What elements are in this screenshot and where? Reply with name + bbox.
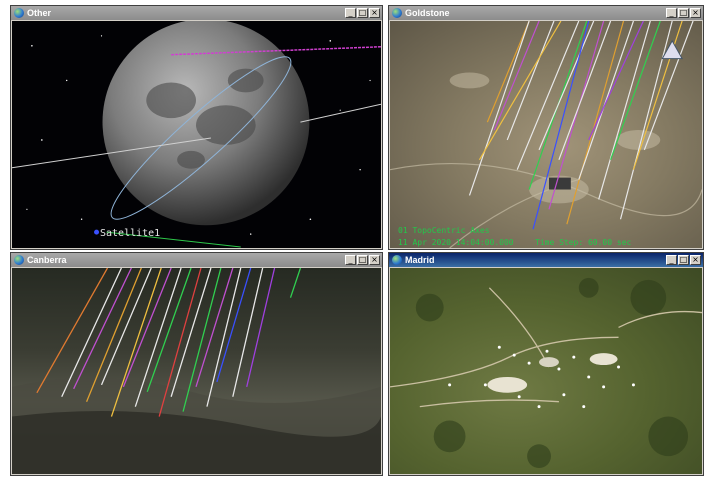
minimize-button[interactable]: _ (666, 255, 677, 265)
satellite-label: Satellite1 (100, 228, 161, 239)
close-button[interactable]: × (690, 255, 701, 265)
maximize-button[interactable]: □ (357, 8, 368, 18)
viewport-goldstone[interactable]: 01 TopoCentric Axes 11 Apr 2020 14:04:00… (390, 21, 702, 248)
satellite-marker[interactable] (94, 229, 100, 235)
viewport-canberra[interactable] (12, 268, 381, 474)
scenario-datetime: 11 Apr 2020 14:04:00.000 (398, 238, 514, 247)
globe-icon (14, 255, 24, 265)
window-title: Canberra (27, 255, 67, 265)
maximize-button[interactable]: □ (357, 255, 368, 265)
window-canberra: Canberra _ □ × (10, 252, 383, 476)
minimize-button[interactable]: _ (345, 8, 356, 18)
antenna-building (548, 177, 571, 190)
window-goldstone: Goldstone _ □ × (388, 5, 704, 250)
globe-icon (392, 8, 402, 18)
globe-icon (392, 255, 402, 265)
window-title: Madrid (405, 255, 435, 265)
viewport-moon[interactable]: Satellite1 (12, 21, 381, 248)
window-title: Goldstone (405, 8, 450, 18)
antenna-complex (487, 376, 528, 393)
titlebar-goldstone[interactable]: Goldstone _ □ × (389, 6, 703, 20)
minimize-button[interactable]: _ (345, 255, 356, 265)
window-other: Other _ □ × (10, 5, 383, 250)
maximize-button[interactable]: □ (678, 255, 689, 265)
maximize-button[interactable]: □ (678, 8, 689, 18)
window-title: Other (27, 8, 52, 18)
titlebar-other[interactable]: Other _ □ × (11, 6, 382, 20)
close-button[interactable]: × (690, 8, 701, 18)
axes-label: 01 TopoCentric Axes (398, 226, 490, 235)
close-button[interactable]: × (369, 255, 380, 265)
time-step: Time Step: 60.00 sec (535, 238, 632, 247)
compass-icon (661, 39, 683, 60)
titlebar-madrid[interactable]: Madrid _ □ × (389, 253, 703, 267)
close-button[interactable]: × (369, 8, 380, 18)
viewport-madrid[interactable] (390, 268, 702, 474)
window-madrid: Madrid _ □ × (388, 252, 704, 476)
titlebar-canberra[interactable]: Canberra _ □ × (11, 253, 382, 267)
minimize-button[interactable]: _ (666, 8, 677, 18)
orbit-ring (110, 56, 292, 220)
globe-icon (14, 8, 24, 18)
